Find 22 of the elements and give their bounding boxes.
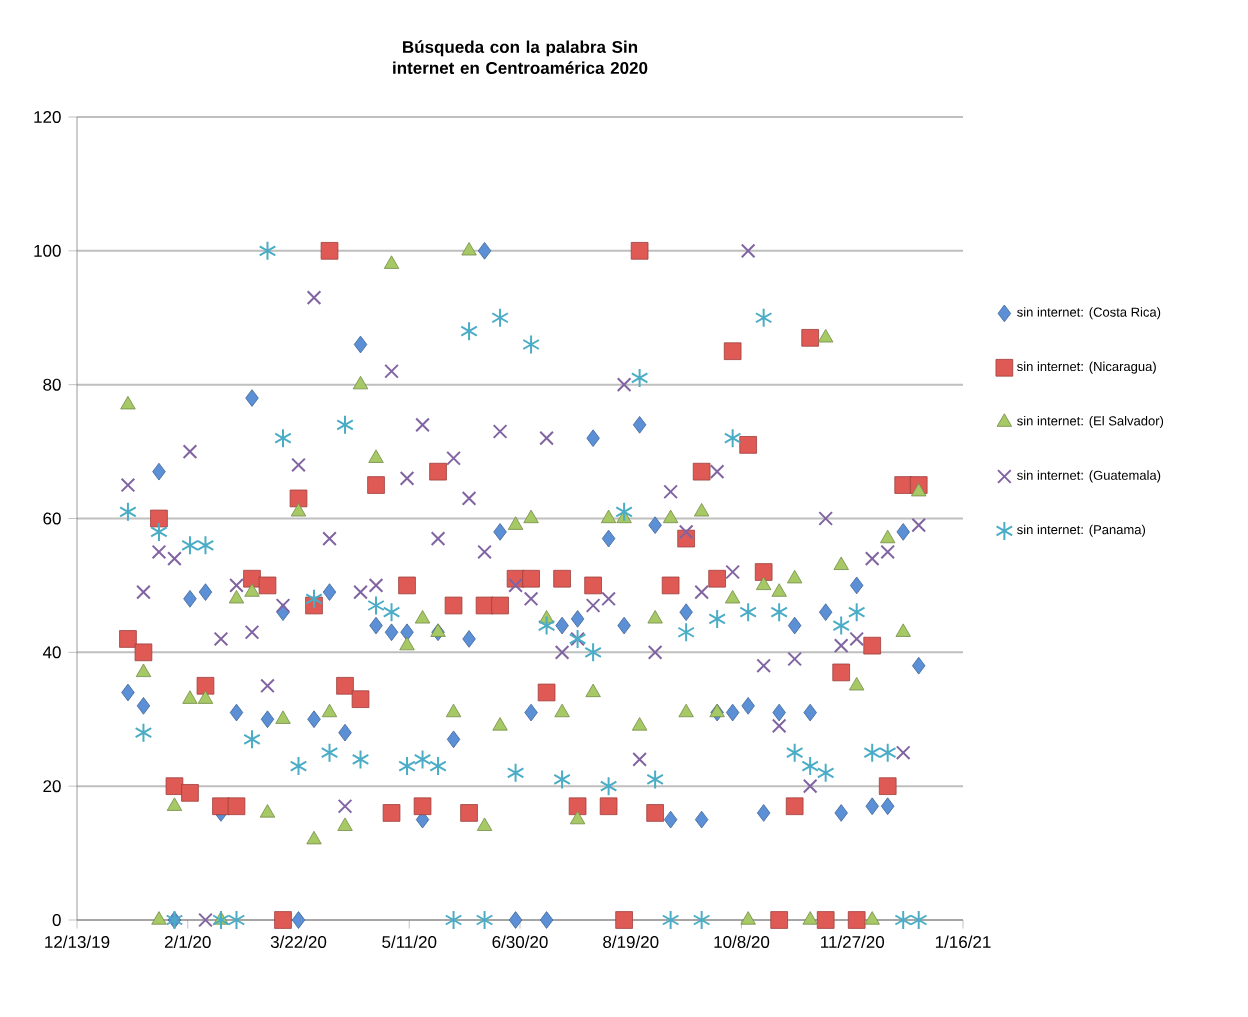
- x-tick-label: 5/11/20: [382, 935, 437, 949]
- y-tick-label: 0: [52, 913, 61, 927]
- x-tick-label: 1/16/21: [935, 935, 991, 949]
- legend-label: sin internet: (El Salvador): [1017, 415, 1164, 429]
- x-tick-label: 11/27/20: [821, 935, 885, 949]
- y-tick-label: 40: [42, 646, 61, 659]
- y-tick-label: 60: [43, 512, 61, 525]
- legend-label: sin internet: (Nicaragua): [1017, 361, 1156, 374]
- y-tick-label: 120: [34, 110, 61, 123]
- x-tick-label: 8/19/20: [603, 935, 659, 949]
- x-tick-label: 3/22/20: [270, 935, 327, 949]
- x-tick-label: 12/13/19: [45, 935, 110, 949]
- legend-label: sin internet: (Costa Rica): [1017, 307, 1161, 320]
- x-tick-label: 10/8/20: [714, 935, 770, 949]
- y-tick-label: 80: [43, 378, 61, 391]
- y-tick-label: 20: [43, 780, 61, 793]
- y-tick-label: 100: [34, 244, 61, 257]
- legend-label: sin internet: (Guatemala): [1017, 470, 1161, 483]
- x-tick-label: 2/1/20: [164, 935, 211, 949]
- legend-label: sin internet: (Panama): [1017, 524, 1146, 537]
- chart-title: Búsqueda con la palabra Sin internet en Centroamérica 2020: [393, 40, 648, 74]
- x-tick-label: 6/30/20: [492, 935, 548, 949]
